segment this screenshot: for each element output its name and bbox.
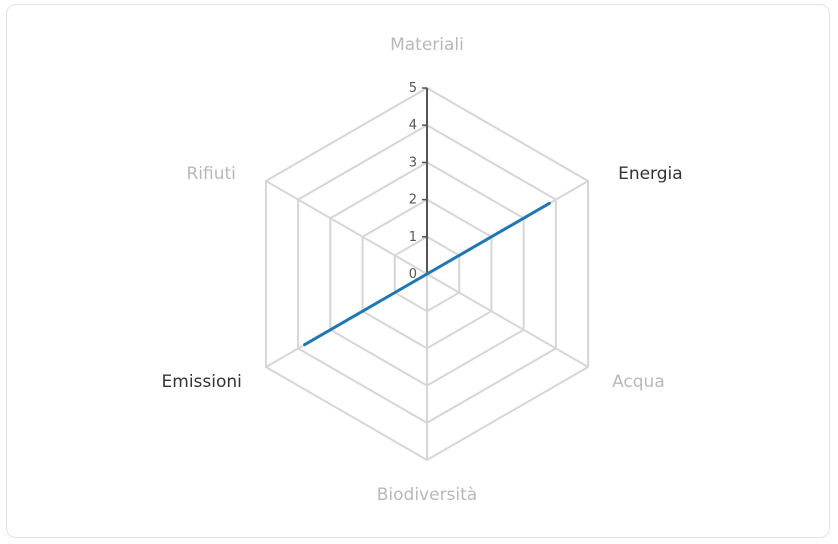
radar-category-labels: Materiali Energia Acqua Biodiversità Emissio… [162, 35, 683, 505]
spoke-acqua [426, 273, 589, 368]
tick-label-2: 2 [409, 193, 417, 208]
category-label-materiali: Materiali [390, 35, 464, 55]
series-line [303, 201, 551, 347]
category-label-biodiversità: Biodiversità [377, 485, 477, 505]
radar-ticks: 0 1 2 3 4 5 [409, 81, 427, 282]
tick-label-4: 4 [409, 118, 417, 133]
tick-label-1: 1 [409, 230, 417, 245]
category-label-emissioni: Emissioni [162, 372, 242, 392]
tick-label-0: 0 [409, 267, 417, 282]
category-label-rifiuti: Rifiuti [187, 164, 236, 184]
category-label-acqua: Acqua [612, 372, 665, 392]
spoke-rifiuti [265, 180, 428, 275]
tick-label-5: 5 [409, 81, 417, 96]
series-0 [303, 201, 551, 347]
category-label-energia: Energia [618, 164, 683, 184]
radar-series-layer [303, 201, 551, 347]
tick-label-3: 3 [409, 155, 417, 170]
